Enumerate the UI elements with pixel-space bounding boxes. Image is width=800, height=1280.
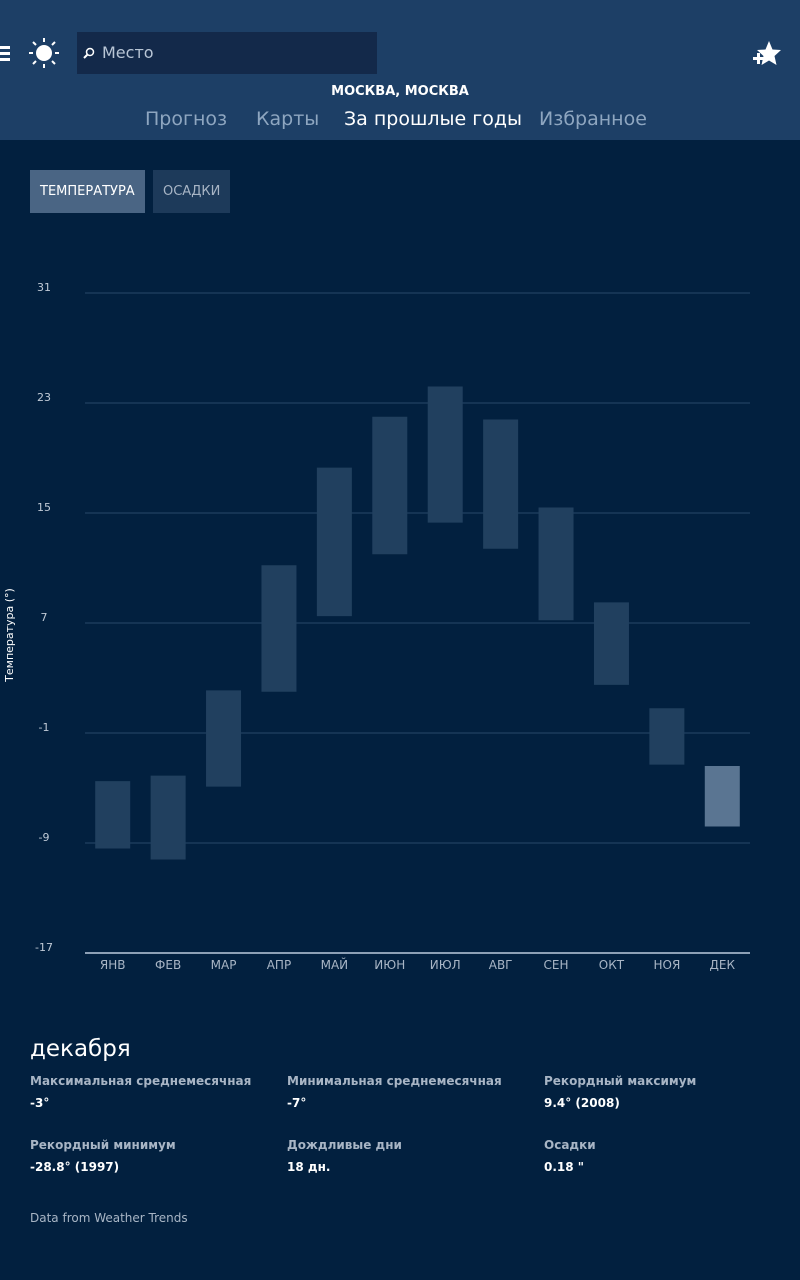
detail-value: -3° bbox=[30, 1096, 50, 1110]
y-tick-label: -17 bbox=[35, 941, 53, 954]
favorite-icon[interactable] bbox=[752, 40, 782, 68]
menu-icon[interactable] bbox=[0, 44, 12, 62]
toggle-button[interactable]: ОСАДКИ bbox=[153, 170, 231, 213]
x-tick-label: СЕН bbox=[544, 958, 569, 972]
nav-tab[interactable]: Избранное bbox=[539, 108, 647, 130]
y-tick-label: 23 bbox=[37, 391, 51, 404]
range-bar bbox=[593, 602, 629, 685]
range-bar bbox=[316, 467, 352, 617]
source: Data from Weather Trends bbox=[30, 1211, 188, 1225]
detail-value: -28.8° (1997) bbox=[30, 1160, 120, 1174]
x-tick-label: АПР bbox=[267, 958, 291, 972]
nav-tab[interactable]: Карты bbox=[256, 108, 320, 130]
detail-value: 18 дн. bbox=[287, 1160, 331, 1174]
nav-tab[interactable]: За прошлые годы bbox=[344, 108, 522, 130]
detail-value: 9.4° (2008) bbox=[544, 1096, 620, 1110]
y-tick-label: 7 bbox=[41, 611, 48, 624]
x-tick-label: ОКТ bbox=[599, 958, 625, 972]
range-bar bbox=[704, 766, 740, 827]
range-bar bbox=[206, 690, 242, 787]
search-box[interactable]: Место bbox=[77, 32, 377, 74]
x-tick-label: ДЕК bbox=[710, 958, 736, 972]
x-tick-label: АВГ bbox=[489, 958, 513, 972]
y-axis-label: Температура (°) bbox=[3, 588, 16, 683]
x-tick-label: ИЮЛ bbox=[430, 958, 461, 972]
weather-icon[interactable] bbox=[28, 37, 60, 69]
toggle-button[interactable]: ТЕМПЕРАТУРА bbox=[30, 170, 145, 213]
y-tick-label: 15 bbox=[37, 501, 51, 514]
range-bar bbox=[483, 419, 519, 549]
y-tick-label: -9 bbox=[39, 831, 50, 844]
x-tick-label: МАР bbox=[211, 958, 237, 972]
x-tick-label: НОЯ bbox=[653, 958, 680, 972]
y-tick-label: 31 bbox=[37, 281, 51, 294]
detail-label: Осадки bbox=[544, 1138, 596, 1152]
range-bar bbox=[150, 775, 186, 860]
range-bar bbox=[427, 386, 463, 523]
details-title: декабря bbox=[30, 1036, 131, 1062]
detail-label: Рекордный минимум bbox=[30, 1138, 176, 1152]
range-bar bbox=[372, 416, 408, 555]
y-tick-label: -1 bbox=[39, 721, 50, 734]
detail-value: -7° bbox=[287, 1096, 307, 1110]
header: Место МОСКВА, МОСКВА Прогноз Карты За пр… bbox=[0, 0, 800, 140]
x-tick-label: МАЙ bbox=[321, 957, 349, 972]
x-tick-label: ФЕВ bbox=[155, 958, 181, 972]
detail-label: Рекордный максимум bbox=[544, 1074, 697, 1088]
detail-value: 0.18 " bbox=[544, 1160, 585, 1174]
location: МОСКВА, МОСКВА bbox=[331, 84, 469, 99]
detail-label: Дождливые дни bbox=[287, 1138, 402, 1152]
x-tick-label: ЯНВ bbox=[100, 958, 126, 972]
detail-label: Минимальная среднемесячная bbox=[287, 1074, 502, 1088]
search-icon bbox=[83, 47, 95, 59]
range-bar bbox=[649, 708, 685, 765]
range-bar bbox=[261, 565, 297, 692]
x-tick-label: ИЮН bbox=[374, 958, 405, 972]
chart: Температура (°) 31 23 15 7 -1 -9 -17 ЯНВ ФЕВ МАР А… bbox=[3, 281, 750, 972]
search-placeholder: Место bbox=[102, 43, 154, 62]
range-bar bbox=[538, 507, 574, 621]
nav-tab[interactable]: Прогноз bbox=[145, 108, 228, 130]
detail-label: Максимальная среднемесячная bbox=[30, 1074, 252, 1088]
range-bar bbox=[95, 781, 131, 849]
